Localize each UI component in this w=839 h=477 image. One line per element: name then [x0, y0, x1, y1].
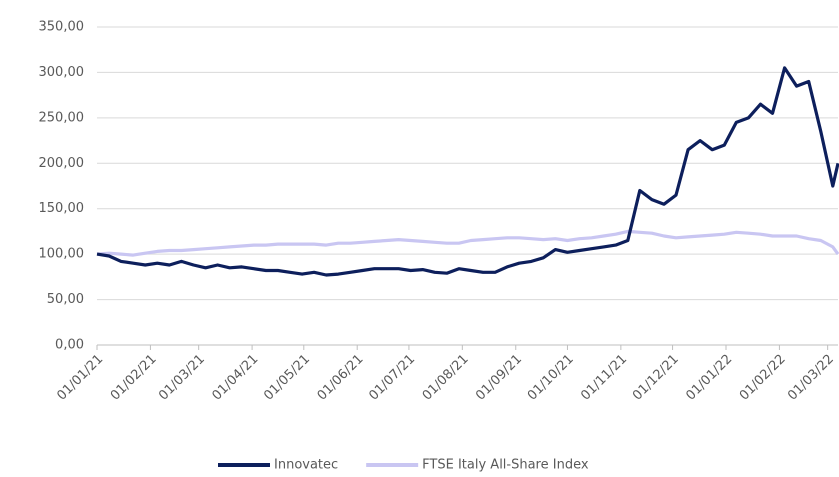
line-series	[96, 229, 839, 257]
y-tick-label: 100,00	[39, 247, 85, 262]
y-tick-label: 0,00	[55, 338, 84, 353]
x-tick-label: 01/07/21	[366, 352, 418, 404]
x-tick-label: 01/03/22	[785, 352, 837, 404]
y-tick-label: 250,00	[39, 110, 85, 125]
y-tick-label: 150,00	[39, 201, 85, 216]
legend-label: FTSE Italy All-Share Index	[422, 458, 589, 473]
x-tick-label: 01/06/21	[315, 352, 367, 404]
y-tick-label: 350,00	[39, 20, 85, 35]
x-tick-label: 01/02/21	[108, 352, 160, 404]
x-tick-label: 01/04/21	[210, 352, 262, 404]
x-tick-label: 01/01/21	[54, 352, 106, 404]
y-tick-label: 200,00	[39, 156, 85, 171]
x-tick-label: 01/08/21	[420, 352, 472, 404]
x-tick-label: 01/01/22	[683, 352, 735, 404]
x-tick-label: 01/02/22	[737, 352, 789, 404]
line-series	[96, 66, 839, 277]
x-tick-label: 01/11/21	[578, 352, 630, 404]
x-tick-label: 01/05/21	[261, 352, 313, 404]
x-tick-label: 01/10/21	[525, 352, 577, 404]
x-tick-label: 01/09/21	[473, 352, 525, 404]
x-tick-label: 01/03/21	[156, 352, 208, 404]
y-tick-label: 50,00	[47, 292, 84, 307]
y-tick-label: 300,00	[39, 65, 85, 80]
legend-label: Innovatec	[274, 458, 338, 473]
x-tick-label: 01/12/21	[630, 352, 682, 404]
